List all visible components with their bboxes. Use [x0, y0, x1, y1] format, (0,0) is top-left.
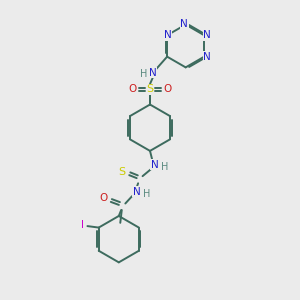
Text: H: H — [140, 69, 148, 79]
Text: N: N — [203, 30, 211, 40]
Text: O: O — [128, 84, 136, 94]
Text: H: H — [143, 189, 151, 199]
Text: N: N — [133, 187, 140, 196]
Text: N: N — [149, 68, 157, 78]
Text: N: N — [151, 160, 158, 170]
Text: N: N — [180, 19, 188, 29]
Text: H: H — [161, 162, 169, 172]
Text: I: I — [81, 220, 84, 230]
Text: O: O — [164, 84, 172, 94]
Text: N: N — [164, 30, 172, 40]
Text: N: N — [203, 52, 211, 62]
Text: O: O — [99, 194, 107, 203]
Text: S: S — [146, 84, 154, 94]
Text: S: S — [118, 167, 125, 177]
